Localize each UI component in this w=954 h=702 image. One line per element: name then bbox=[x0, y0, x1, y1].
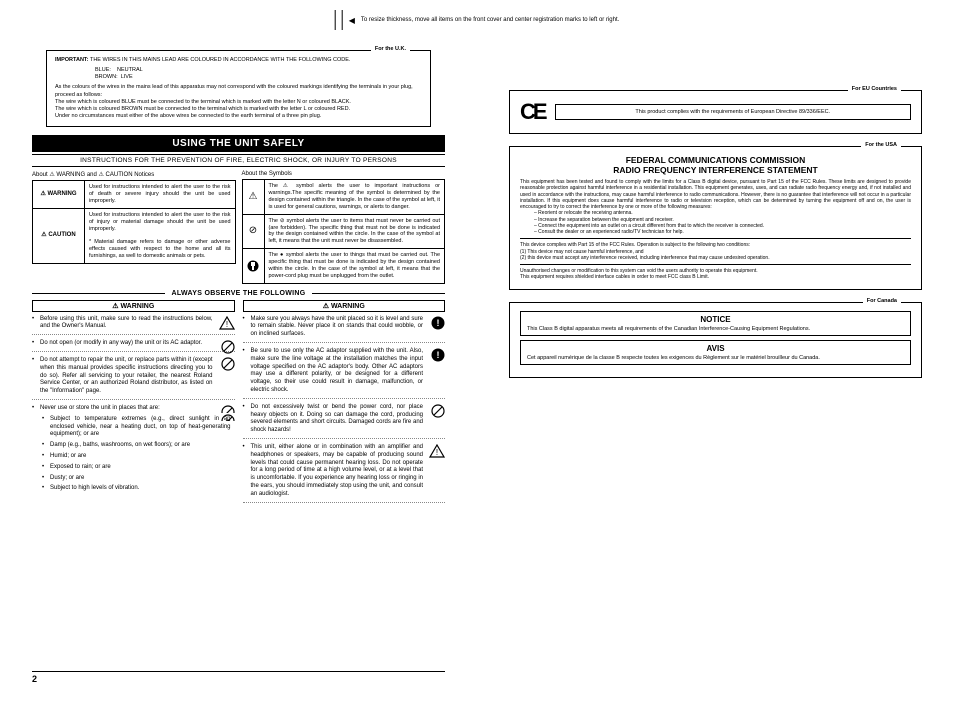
usa-box: For the USA FEDERAL COMMUNICATIONS COMMI… bbox=[509, 146, 922, 290]
eu-label: For EU Countries bbox=[848, 86, 901, 92]
safety-header: USING THE UNIT SAFELY bbox=[32, 135, 445, 152]
right-page: For EU Countries CE This product complie… bbox=[477, 30, 954, 690]
page-number: 2 bbox=[32, 671, 445, 684]
symbol-text-2: The ⊘ symbol alerts the user to items th… bbox=[265, 215, 445, 249]
crop-note: To resize thickness, move all items on t… bbox=[361, 17, 619, 23]
alert-icon: ! bbox=[429, 444, 445, 460]
uk-notice-box: For the U.K. IMPORTANT: THE WIRES IN THI… bbox=[46, 50, 431, 127]
bullet-no-repair: • Do not attempt to repair the unit, or … bbox=[32, 357, 235, 396]
fcc-title: FEDERAL COMMUNICATIONS COMMISSION RADIO … bbox=[520, 155, 911, 175]
prohibit-icon: ⊘ bbox=[243, 215, 265, 249]
mandatory-icon: ! bbox=[429, 316, 445, 332]
eu-box: For EU Countries CE This product complie… bbox=[509, 90, 922, 134]
uk-code-blue: BLUE: bbox=[95, 67, 111, 73]
warn-col-right: ⚠ WARNING • Make sure you always have th… bbox=[243, 300, 446, 508]
observe-divider: ALWAYS OBSERVE THE FOLLOWING bbox=[32, 290, 445, 297]
caution-text: Used for instructions intended to alert … bbox=[85, 209, 235, 263]
prohibit-icon bbox=[219, 357, 235, 373]
eu-text: This product complies with the requireme… bbox=[555, 104, 911, 120]
bullet-level: • Make sure you always have the unit pla… bbox=[243, 316, 446, 339]
prohibit-icon bbox=[429, 404, 445, 420]
canada-label: For Canada bbox=[863, 298, 901, 304]
mandatory-icon bbox=[243, 249, 265, 283]
warn-header-left: ⚠ WARNING bbox=[32, 300, 235, 312]
warning-badge: ⚠ WARNING bbox=[33, 181, 85, 208]
alert-icon: ! bbox=[219, 316, 235, 332]
warn-col-left: ⚠ WARNING • Before using this unit, make… bbox=[32, 300, 235, 508]
svg-text:!: ! bbox=[437, 318, 440, 328]
uk-label: For the U.K. bbox=[371, 46, 410, 53]
canada-box: For Canada NOTICE This Class B digital a… bbox=[509, 302, 922, 378]
notice-fr: AVIS Cet appareil numérique de la classe… bbox=[520, 340, 911, 365]
crop-registration: ◀ To resize thickness, move all items on… bbox=[335, 10, 620, 30]
bullet-places: • Never use or store the unit in places … bbox=[32, 405, 235, 413]
warn-header-right: ⚠ WARNING bbox=[243, 300, 446, 312]
usa-label: For the USA bbox=[861, 142, 901, 148]
triangle-icon: ⚠ bbox=[243, 180, 265, 214]
about-warning-title: About ⚠ WARNING and ⚠ CAUTION Notices bbox=[32, 171, 236, 178]
prohibit-icon bbox=[219, 340, 235, 356]
uk-imp-text: THE WIRES IN THIS MAINS LEAD ARE COLOURE… bbox=[90, 57, 350, 63]
symbol-text-3: The ● symbol alerts the user to things t… bbox=[265, 249, 445, 283]
warning-columns: ⚠ WARNING • Before using this unit, make… bbox=[32, 300, 445, 508]
fcc-body: This equipment has been tested and found… bbox=[520, 179, 911, 281]
caution-badge: ⚠ CAUTION bbox=[33, 209, 85, 263]
symbol-text-1: The ⚠ symbol alerts the user to importan… bbox=[265, 180, 445, 214]
bullet-hearing: • This unit, either alone or in combinat… bbox=[243, 444, 446, 499]
bullet-read: • Before using this unit, make sure to r… bbox=[32, 316, 235, 332]
ce-mark-icon: CE bbox=[520, 99, 545, 125]
symbols-table: ⚠ The ⚠ symbol alerts the user to import… bbox=[242, 179, 446, 284]
instructions-line: INSTRUCTIONS FOR THE PREVENTION OF FIRE,… bbox=[32, 154, 445, 167]
mandatory-icon: ! bbox=[429, 348, 445, 364]
svg-text:!: ! bbox=[225, 320, 227, 329]
bullet-cord: • Do not excessively twist or bend the p… bbox=[243, 404, 446, 435]
svg-text:!: ! bbox=[436, 448, 438, 457]
page-spread: For the U.K. IMPORTANT: THE WIRES IN THI… bbox=[0, 30, 954, 690]
warning-text: Used for instructions intended to alert … bbox=[85, 181, 235, 208]
left-page: For the U.K. IMPORTANT: THE WIRES IN THI… bbox=[0, 30, 477, 690]
warning-caution-table: ⚠ WARNING Used for instructions intended… bbox=[32, 180, 236, 264]
notices-row: About ⚠ WARNING and ⚠ CAUTION Notices ⚠ … bbox=[32, 171, 445, 284]
uk-para: As the colours of the wires in the mains… bbox=[55, 84, 422, 120]
uk-important: IMPORTANT: bbox=[55, 57, 89, 63]
uk-code-brown: BROWN: bbox=[95, 74, 118, 80]
bullet-no-open: • Do not open (or modify in any way) the… bbox=[32, 340, 235, 348]
bullet-adaptor: • Be sure to use only the AC adaptor sup… bbox=[243, 348, 446, 395]
notice-en: NOTICE This Class B digital apparatus me… bbox=[520, 311, 911, 336]
about-symbols-title: About the Symbols bbox=[242, 171, 446, 177]
svg-text:!: ! bbox=[437, 350, 440, 360]
